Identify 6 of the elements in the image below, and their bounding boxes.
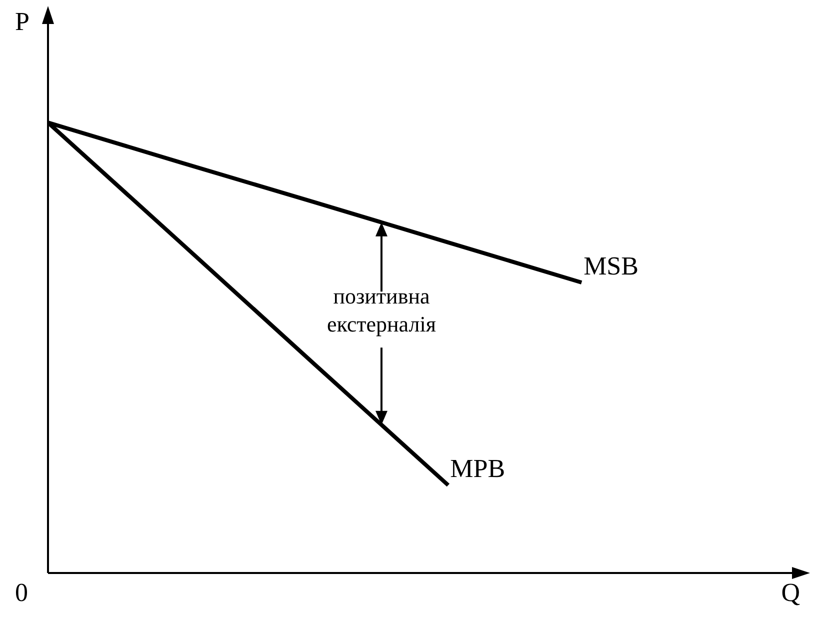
text: 0: [15, 578, 28, 607]
text: Q: [781, 578, 800, 607]
series-label: MSB: [584, 251, 638, 280]
series-label: MPB: [450, 454, 506, 484]
annotation: позитивна екстерналія: [326, 284, 436, 337]
y-axis-title: P: [15, 7, 30, 36]
